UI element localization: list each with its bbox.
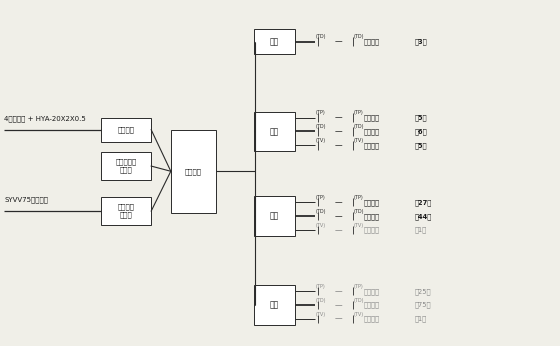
Text: (TD): (TD) xyxy=(316,34,326,39)
Text: —: — xyxy=(334,301,342,310)
Text: (TV): (TV) xyxy=(354,223,364,228)
Text: 房27个: 房27个 xyxy=(414,199,432,206)
Text: 集线盘器: 集线盘器 xyxy=(185,168,202,175)
Text: —: — xyxy=(334,226,342,235)
Text: 房3个: 房3个 xyxy=(414,38,427,45)
Text: (TP): (TP) xyxy=(316,110,325,115)
Text: 电话插座: 电话插座 xyxy=(364,199,380,206)
Text: 房44个: 房44个 xyxy=(414,213,432,220)
Bar xyxy=(101,197,151,225)
Bar xyxy=(254,197,295,236)
Text: (TD): (TD) xyxy=(316,209,326,214)
Text: 网络插座: 网络插座 xyxy=(364,302,380,309)
Bar xyxy=(101,118,151,142)
Text: —: — xyxy=(334,287,342,296)
Text: 电话插座: 电话插座 xyxy=(364,288,380,294)
Text: (TD): (TD) xyxy=(316,298,326,303)
Bar xyxy=(254,29,295,55)
Text: 四层: 四层 xyxy=(270,37,279,46)
Text: (TV): (TV) xyxy=(354,312,364,317)
Text: 电话插座: 电话插座 xyxy=(364,38,380,45)
Text: (TD): (TD) xyxy=(354,124,365,129)
Text: (TV): (TV) xyxy=(316,138,326,143)
Text: —: — xyxy=(334,141,342,150)
Text: 有线电视
分配器: 有线电视 分配器 xyxy=(118,204,134,218)
Bar xyxy=(254,285,295,325)
Text: —: — xyxy=(334,212,342,221)
Text: 电视插座: 电视插座 xyxy=(364,316,380,322)
Bar xyxy=(171,130,216,213)
Bar xyxy=(101,152,151,180)
Text: (TV): (TV) xyxy=(354,138,364,143)
Text: (TD): (TD) xyxy=(354,34,365,39)
Text: (TP): (TP) xyxy=(354,110,363,115)
Text: (TV): (TV) xyxy=(316,223,326,228)
Text: 网络插座: 网络插座 xyxy=(364,128,380,135)
Text: 电视插座: 电视插座 xyxy=(364,142,380,149)
Text: 房5个: 房5个 xyxy=(414,142,427,149)
Text: 网络插座: 网络插座 xyxy=(364,213,380,220)
Text: —: — xyxy=(334,315,342,324)
Text: 房1个: 房1个 xyxy=(414,227,427,234)
Text: —: — xyxy=(334,37,342,46)
Text: 电视插座: 电视插座 xyxy=(364,227,380,234)
Text: (TP): (TP) xyxy=(354,284,363,289)
Text: 房25个: 房25个 xyxy=(414,288,431,294)
Text: SYVV75同轴电缆: SYVV75同轴电缆 xyxy=(4,197,49,203)
Text: 计算机设备
工作展: 计算机设备 工作展 xyxy=(115,159,137,173)
Text: 4芯线缆线 + HYA-20X2X0.5: 4芯线缆线 + HYA-20X2X0.5 xyxy=(4,116,86,122)
Text: (TP): (TP) xyxy=(316,195,325,200)
Text: 网络设备: 网络设备 xyxy=(118,126,134,133)
Text: 三层: 三层 xyxy=(270,127,279,136)
Text: 电话插座: 电话插座 xyxy=(364,114,380,121)
Text: (TD): (TD) xyxy=(354,209,365,214)
Text: —: — xyxy=(334,113,342,122)
Text: (TD): (TD) xyxy=(316,124,326,129)
Bar xyxy=(254,111,295,152)
Text: (TP): (TP) xyxy=(316,284,325,289)
Text: (TV): (TV) xyxy=(316,312,326,317)
Text: —: — xyxy=(334,127,342,136)
Text: 一层: 一层 xyxy=(270,301,279,310)
Text: 房6个: 房6个 xyxy=(414,128,427,135)
Text: (TD): (TD) xyxy=(354,298,365,303)
Text: 房5个: 房5个 xyxy=(414,114,427,121)
Text: (TP): (TP) xyxy=(354,195,363,200)
Text: 房1个: 房1个 xyxy=(414,316,427,322)
Text: —: — xyxy=(334,198,342,207)
Text: 二层: 二层 xyxy=(270,212,279,221)
Text: 房75个: 房75个 xyxy=(414,302,431,309)
